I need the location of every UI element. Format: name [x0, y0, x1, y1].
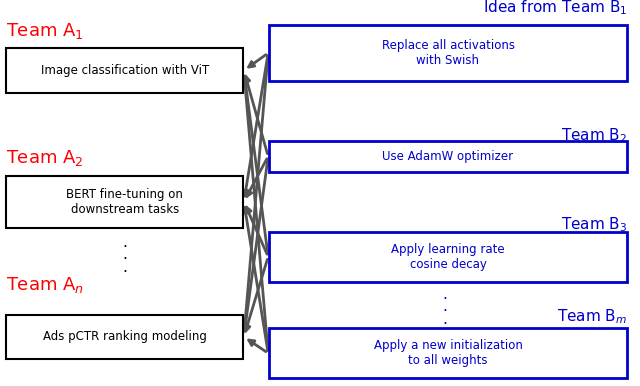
Text: Team A$_2$: Team A$_2$: [6, 148, 84, 168]
Text: Team B$_m$: Team B$_m$: [557, 308, 627, 326]
Text: Apply learning rate
cosine decay: Apply learning rate cosine decay: [391, 243, 505, 271]
Bar: [269, 25, 627, 81]
Bar: [6, 315, 243, 359]
Text: BERT fine-tuning on
downstream tasks: BERT fine-tuning on downstream tasks: [67, 188, 183, 216]
Bar: [269, 328, 627, 378]
Text: Idea from Team B$_1$: Idea from Team B$_1$: [483, 0, 627, 17]
Text: .
.
.: . . .: [442, 287, 447, 327]
Text: Team A$_n$: Team A$_n$: [6, 275, 84, 295]
Bar: [6, 48, 243, 93]
Text: Replace all activations
with Swish: Replace all activations with Swish: [381, 39, 515, 67]
Text: .
.
.: . . .: [122, 235, 127, 275]
Bar: [269, 141, 627, 172]
Bar: [6, 176, 243, 228]
Text: Team A$_1$: Team A$_1$: [6, 20, 84, 41]
Text: Apply a new initialization
to all weights: Apply a new initialization to all weight…: [374, 339, 522, 367]
Text: Ads pCTR ranking modeling: Ads pCTR ranking modeling: [43, 330, 207, 343]
Text: Image classification with ViT: Image classification with ViT: [41, 64, 209, 77]
Bar: [269, 232, 627, 282]
Text: Team B$_3$: Team B$_3$: [561, 215, 627, 234]
Text: Use AdamW optimizer: Use AdamW optimizer: [383, 150, 513, 163]
Text: Team B$_2$: Team B$_2$: [561, 126, 627, 145]
